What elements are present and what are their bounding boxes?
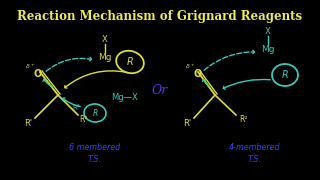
Text: Mg—X: Mg—X xyxy=(112,93,138,102)
Text: X: X xyxy=(102,35,108,44)
Text: R: R xyxy=(282,70,288,80)
Text: R²: R² xyxy=(239,116,247,125)
Text: X: X xyxy=(265,28,271,37)
Text: Or: Or xyxy=(152,84,168,96)
Text: R: R xyxy=(127,57,133,67)
Text: R': R' xyxy=(183,120,191,129)
Text: 6 membered: 6 membered xyxy=(69,143,121,152)
Text: R': R' xyxy=(24,120,32,129)
Text: Mg: Mg xyxy=(98,53,112,62)
Text: T.S.: T.S. xyxy=(248,156,262,165)
Text: R: R xyxy=(92,109,98,118)
Text: $\delta^+$: $\delta^+$ xyxy=(25,62,35,71)
Text: 4-membered: 4-membered xyxy=(229,143,281,152)
Text: Reaction Mechanism of Grignard Reagents: Reaction Mechanism of Grignard Reagents xyxy=(17,10,303,23)
Text: T.S.: T.S. xyxy=(88,156,102,165)
Text: $\delta^+$: $\delta^+$ xyxy=(185,62,195,71)
Text: O: O xyxy=(34,69,42,79)
Text: R²: R² xyxy=(72,105,80,111)
Text: R²: R² xyxy=(80,116,88,125)
Text: O: O xyxy=(194,69,202,79)
Text: Mg: Mg xyxy=(261,44,275,53)
